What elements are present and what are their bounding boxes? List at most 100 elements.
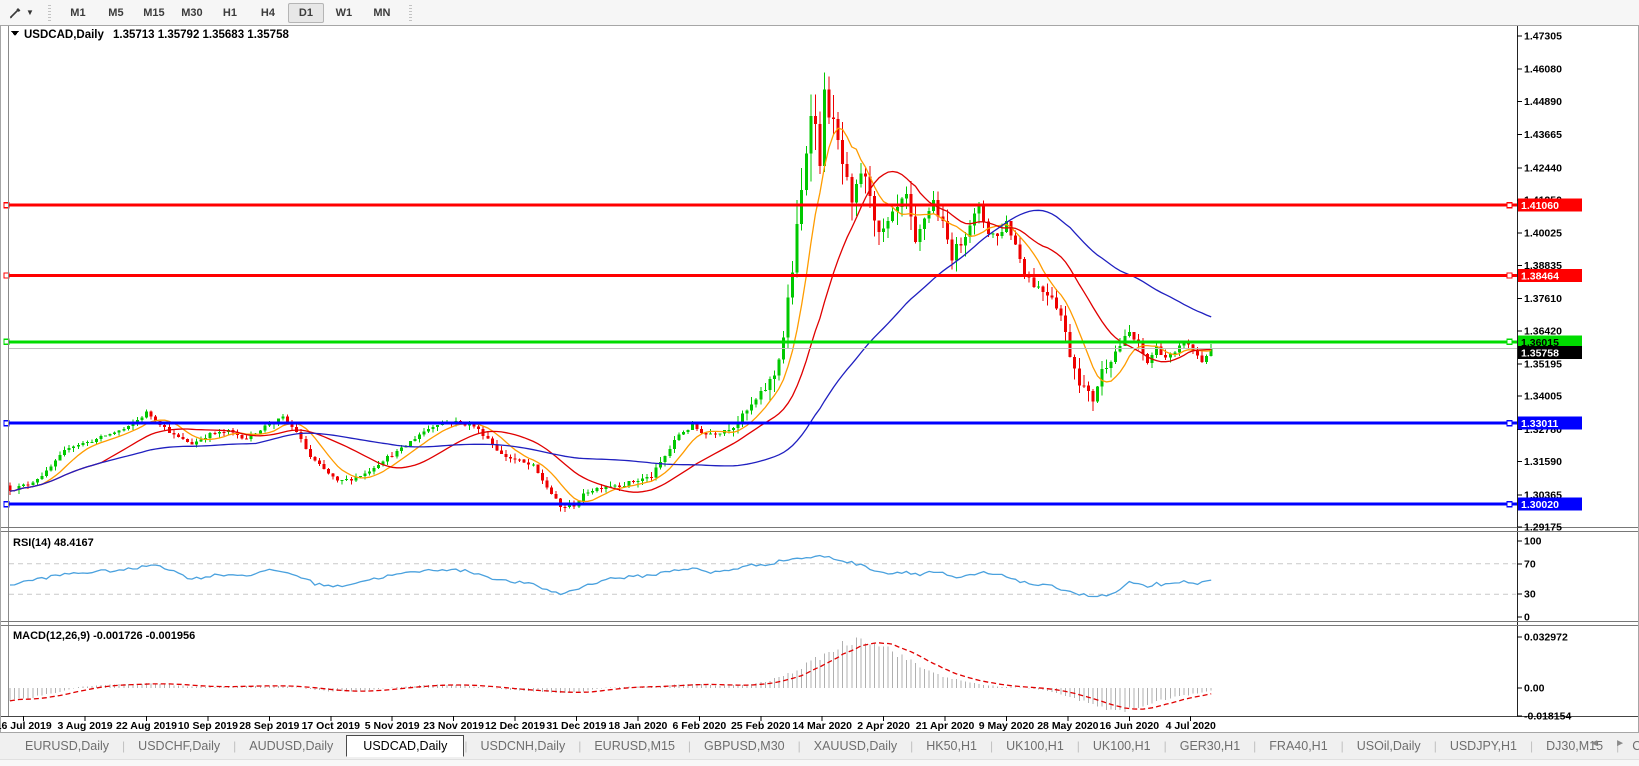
date-axis: 16 Jul 2019 3 Aug 2019 22 Aug 2019 10 Sep 2… [0, 716, 1216, 732]
svg-text:28 Sep 2019: 28 Sep 2019 [239, 720, 299, 732]
tab-separator: | [1076, 738, 1080, 753]
chart-tab-FRA40-H1[interactable]: FRA40,H1 [1269, 738, 1328, 753]
chart-tab-EURUSD-M15[interactable]: EURUSD,M15 [594, 738, 675, 753]
svg-text:1.43665: 1.43665 [1524, 129, 1562, 141]
svg-text:-0.018154: -0.018154 [1524, 711, 1571, 723]
tab-separator: | [464, 738, 468, 753]
chart-frame [0, 25, 1639, 733]
chart-tab-UK100-H1[interactable]: UK100,H1 [1006, 738, 1064, 753]
timeframe-button-M5[interactable]: M5 [108, 6, 124, 19]
svg-text:18 Jan 2020: 18 Jan 2020 [608, 720, 667, 732]
toolbar-dropdown-caret-icon[interactable]: ▼ [26, 7, 34, 17]
svg-text:21 Apr 2020: 21 Apr 2020 [916, 720, 975, 732]
svg-text:10 Sep 2019: 10 Sep 2019 [178, 720, 238, 732]
timeframe-button-M15[interactable]: M15 [143, 6, 165, 19]
chart-tab-UK100-H1[interactable]: UK100,H1 [1092, 738, 1151, 753]
chart-window: 1.473051.460801.448901.436651.424401.412… [0, 25, 1639, 733]
svg-text:16 Jul 2019: 16 Jul 2019 [0, 720, 52, 732]
tab-separator: | [1163, 738, 1167, 753]
timeframe-button-H4[interactable]: H4 [260, 6, 275, 19]
chart-tab-USDCNH-Daily[interactable]: USDCNH,Daily [480, 738, 566, 753]
chart-title-symbol: USDCAD,Daily [24, 29, 104, 41]
macd-panel-series [9, 637, 1212, 713]
status-strip [0, 759, 1639, 766]
rsi-panel-series [9, 554, 1516, 598]
svg-text:2 Apr 2020: 2 Apr 2020 [857, 720, 910, 732]
chart-canvas[interactable]: 1.473051.460801.448901.436651.424401.412… [0, 25, 1639, 733]
toolbar-drag-handle-2[interactable] [408, 4, 412, 21]
crosshair-pencil-icon [9, 8, 21, 19]
svg-text:0: 0 [1524, 612, 1530, 624]
indicators-icon-button[interactable]: ▼ [0, 3, 40, 22]
svg-text:28 May 2020: 28 May 2020 [1037, 720, 1098, 732]
svg-text:1.29175: 1.29175 [1524, 522, 1562, 534]
chart-tab-DJ30-M15[interactable]: DJ30,M15 [1546, 738, 1604, 753]
svg-text:1.42440: 1.42440 [1524, 162, 1562, 174]
chart-tab-EURUSD-Daily[interactable]: EURUSD,Daily [25, 738, 110, 753]
tab-separator: | [1529, 738, 1534, 753]
svg-text:14 Mar 2020: 14 Mar 2020 [792, 720, 852, 732]
svg-text:1.36420: 1.36420 [1524, 325, 1562, 337]
svg-text:1.37610: 1.37610 [1524, 293, 1562, 305]
svg-text:30: 30 [1524, 589, 1536, 601]
svg-text:1.47305: 1.47305 [1524, 31, 1562, 43]
timeframe-button-M1[interactable]: M1 [70, 6, 86, 19]
svg-text:1.30020: 1.30020 [1521, 499, 1559, 511]
svg-text:3 Aug 2019: 3 Aug 2019 [58, 720, 113, 732]
timeframe-toolbar: ▼ M1 M5 M15 M30 H1 H4 D1 W1 MN [0, 0, 1639, 26]
svg-text:100: 100 [1524, 536, 1542, 548]
timeframe-button-M30[interactable]: M30 [181, 6, 203, 19]
svg-text:5 Nov 2019: 5 Nov 2019 [365, 720, 420, 732]
chart-symbol-dropdown-icon[interactable] [11, 31, 19, 36]
svg-text:23 Nov 2019: 23 Nov 2019 [423, 720, 484, 732]
candles-series [8, 72, 1213, 513]
tab-separator: | [578, 738, 582, 753]
svg-text:1.38464: 1.38464 [1521, 270, 1559, 282]
chart-tab-AUDUSD-Daily[interactable]: AUDUSD,Daily [249, 738, 334, 753]
timeframe-button-W1[interactable]: W1 [335, 6, 353, 19]
toolbar-drag-handle[interactable] [47, 4, 51, 21]
svg-text:12 Dec 2019: 12 Dec 2019 [485, 720, 545, 732]
svg-text:0.032972: 0.032972 [1524, 631, 1568, 643]
tab-separator: | [797, 738, 801, 753]
tab-separator: | [233, 738, 237, 753]
tab-separator: | [989, 738, 994, 753]
svg-text:1.46080: 1.46080 [1524, 64, 1562, 76]
horizontal-level-lines[interactable] [3, 201, 1517, 508]
chart-tab-bar: EURUSD,Daily | USDCHF,Daily | AUDUSD,Daily US… [0, 733, 1639, 766]
svg-text:31 Dec 2019: 31 Dec 2019 [546, 720, 606, 732]
svg-text:16 Jun 2020: 16 Jun 2020 [1100, 720, 1160, 732]
timeframe-button-D1[interactable]: D1 [287, 2, 324, 23]
svg-text:25 Feb 2020: 25 Feb 2020 [731, 720, 791, 732]
svg-text:1.33011: 1.33011 [1521, 418, 1559, 430]
svg-text:1.38835: 1.38835 [1524, 260, 1562, 272]
svg-text:1.31590: 1.31590 [1524, 456, 1562, 468]
tab-separator: | [1253, 738, 1257, 753]
chart-title-ohlc: 1.35713 1.35792 1.35683 1.35758 [113, 29, 289, 41]
chart-tab-CHINA300-H4[interactable]: CHINA300,H4 [1632, 738, 1639, 753]
tab-separator: | [122, 738, 126, 753]
svg-text:1.36015: 1.36015 [1521, 337, 1559, 349]
svg-text:22 Aug 2019: 22 Aug 2019 [116, 720, 177, 732]
chart-tab-GBPUSD-M30[interactable]: GBPUSD,M30 [704, 738, 785, 753]
chart-tab-USDCAD-Daily[interactable]: USDCAD,Daily [346, 734, 465, 757]
chart-tab-HK50-H1[interactable]: HK50,H1 [926, 738, 977, 753]
chart-tab-USDCHF-Daily[interactable]: USDCHF,Daily [138, 738, 221, 753]
timeframe-button-MN[interactable]: MN [373, 6, 391, 19]
svg-text:1.44890: 1.44890 [1524, 96, 1562, 108]
chart-tab-USOil-Daily[interactable]: USOil,Daily [1356, 738, 1421, 753]
chart-tab-XAUUSD-Daily[interactable]: XAUUSD,Daily [813, 738, 898, 753]
chart-tab-GER30-H1[interactable]: GER30,H1 [1179, 738, 1241, 753]
tab-separator: | [1433, 738, 1437, 753]
tab-separator: | [687, 738, 692, 753]
chart-tab-USDJPY-H1[interactable]: USDJPY,H1 [1449, 738, 1517, 753]
svg-text:4 Jul 2020: 4 Jul 2020 [1166, 720, 1216, 732]
tab-scroll-left-icon[interactable]: ◄ [1589, 738, 1600, 749]
timeframe-button-H1[interactable]: H1 [222, 6, 237, 19]
svg-text:70: 70 [1524, 558, 1536, 570]
tab-scroll-right-icon[interactable]: ► [1615, 738, 1625, 749]
tab-separator: | [1616, 738, 1620, 753]
svg-text:1.34005: 1.34005 [1524, 391, 1562, 403]
